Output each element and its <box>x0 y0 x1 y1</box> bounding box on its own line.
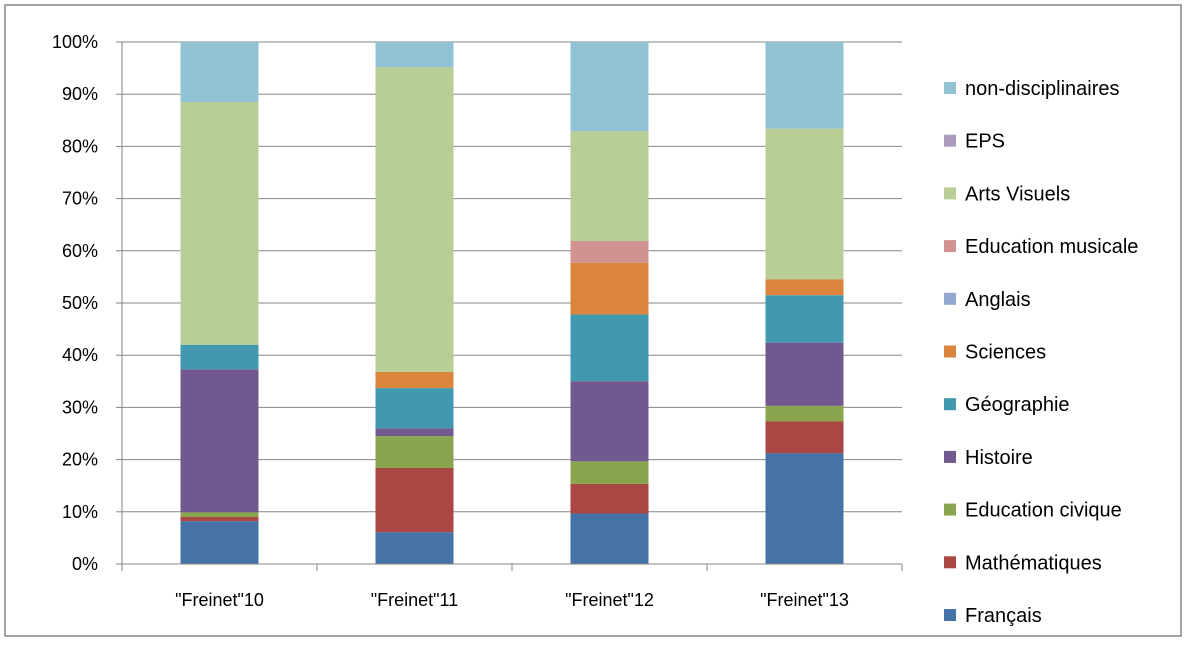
bar-segment <box>180 512 259 518</box>
bars <box>180 42 844 564</box>
bar-segment <box>375 371 454 389</box>
x-tick-label: "Freinet"13 <box>760 590 849 610</box>
axes: 0% 10% 20% 30% 40% 50% 60% 70% 80% 90% 100% "Freine… <box>52 32 903 610</box>
legend-label: Sciences <box>965 342 1046 364</box>
y-tick-label: 40% <box>62 345 98 365</box>
bar-segment <box>765 128 844 280</box>
bar-segment <box>765 295 844 343</box>
x-tick-label: "Freinet"11 <box>371 590 459 610</box>
legend-label: Histoire <box>965 447 1033 469</box>
y-tick-label: 0% <box>72 554 98 574</box>
bar-segment <box>180 521 259 564</box>
legend-label: Education musicale <box>965 236 1138 258</box>
legend-swatch <box>944 556 956 569</box>
legend-swatch <box>944 240 956 253</box>
legend-swatch <box>944 82 956 94</box>
legend-swatch <box>944 345 956 358</box>
bar-segment <box>570 262 649 315</box>
y-tick-label: 50% <box>62 293 98 313</box>
bar-segment <box>375 467 454 533</box>
bar-segment <box>765 342 844 406</box>
bar-segment <box>570 461 649 484</box>
legend-label: non-disciplinaires <box>965 78 1120 100</box>
bar-segment <box>570 513 649 564</box>
bar-segment <box>570 42 649 132</box>
legend-label: Arts Visuels <box>965 183 1070 205</box>
bar-segment <box>375 436 454 468</box>
bar-segment <box>570 381 649 462</box>
legend-swatch <box>944 134 956 147</box>
bar-segment <box>180 369 259 513</box>
legend-label: EPS <box>965 131 1005 153</box>
bar-segment <box>375 532 454 564</box>
bar-segment <box>375 67 454 372</box>
bar-segment <box>765 421 844 454</box>
bar-segment <box>375 388 454 429</box>
bar-segment <box>570 131 649 242</box>
legend-label: Education civique <box>965 500 1122 522</box>
bar-segment <box>180 517 259 522</box>
legend-swatch <box>944 398 956 411</box>
legend: non-disciplinaires EPS Arts Visuels Educati… <box>944 78 1138 627</box>
bar-segment <box>765 279 844 296</box>
bar-segment <box>765 42 844 129</box>
legend-label: Géographie <box>965 394 1070 416</box>
legend-label: Anglais <box>965 289 1031 311</box>
legend-swatch <box>944 503 956 516</box>
bar-segment <box>180 102 259 345</box>
bar-segment <box>180 344 259 370</box>
legend-swatch <box>944 292 956 305</box>
y-tick-label: 70% <box>62 189 98 209</box>
bar-segment <box>375 42 454 68</box>
bar-segment <box>765 405 844 422</box>
y-tick-label: 10% <box>62 502 98 522</box>
y-tick-label: 90% <box>62 84 98 104</box>
bar-segment <box>570 314 649 382</box>
legend-swatch <box>944 187 956 200</box>
y-tick-label: 20% <box>62 450 98 470</box>
y-tick-label: 100% <box>52 32 98 52</box>
bar-segment <box>375 428 454 437</box>
legend-swatch <box>944 609 956 621</box>
x-tick-label: "Freinet"10 <box>175 590 264 610</box>
y-tick-label: 80% <box>62 136 98 156</box>
legend-label: Mathématiques <box>965 552 1102 574</box>
x-tick-label: "Freinet"12 <box>565 590 654 610</box>
bar-segment <box>570 241 649 263</box>
y-tick-label: 60% <box>62 241 98 261</box>
legend-swatch <box>944 450 956 463</box>
y-tick-label: 30% <box>62 397 98 417</box>
bar-segment <box>570 483 649 514</box>
bar-segment <box>180 42 259 103</box>
bar-segment <box>765 453 844 564</box>
legend-label: Français <box>965 605 1042 627</box>
